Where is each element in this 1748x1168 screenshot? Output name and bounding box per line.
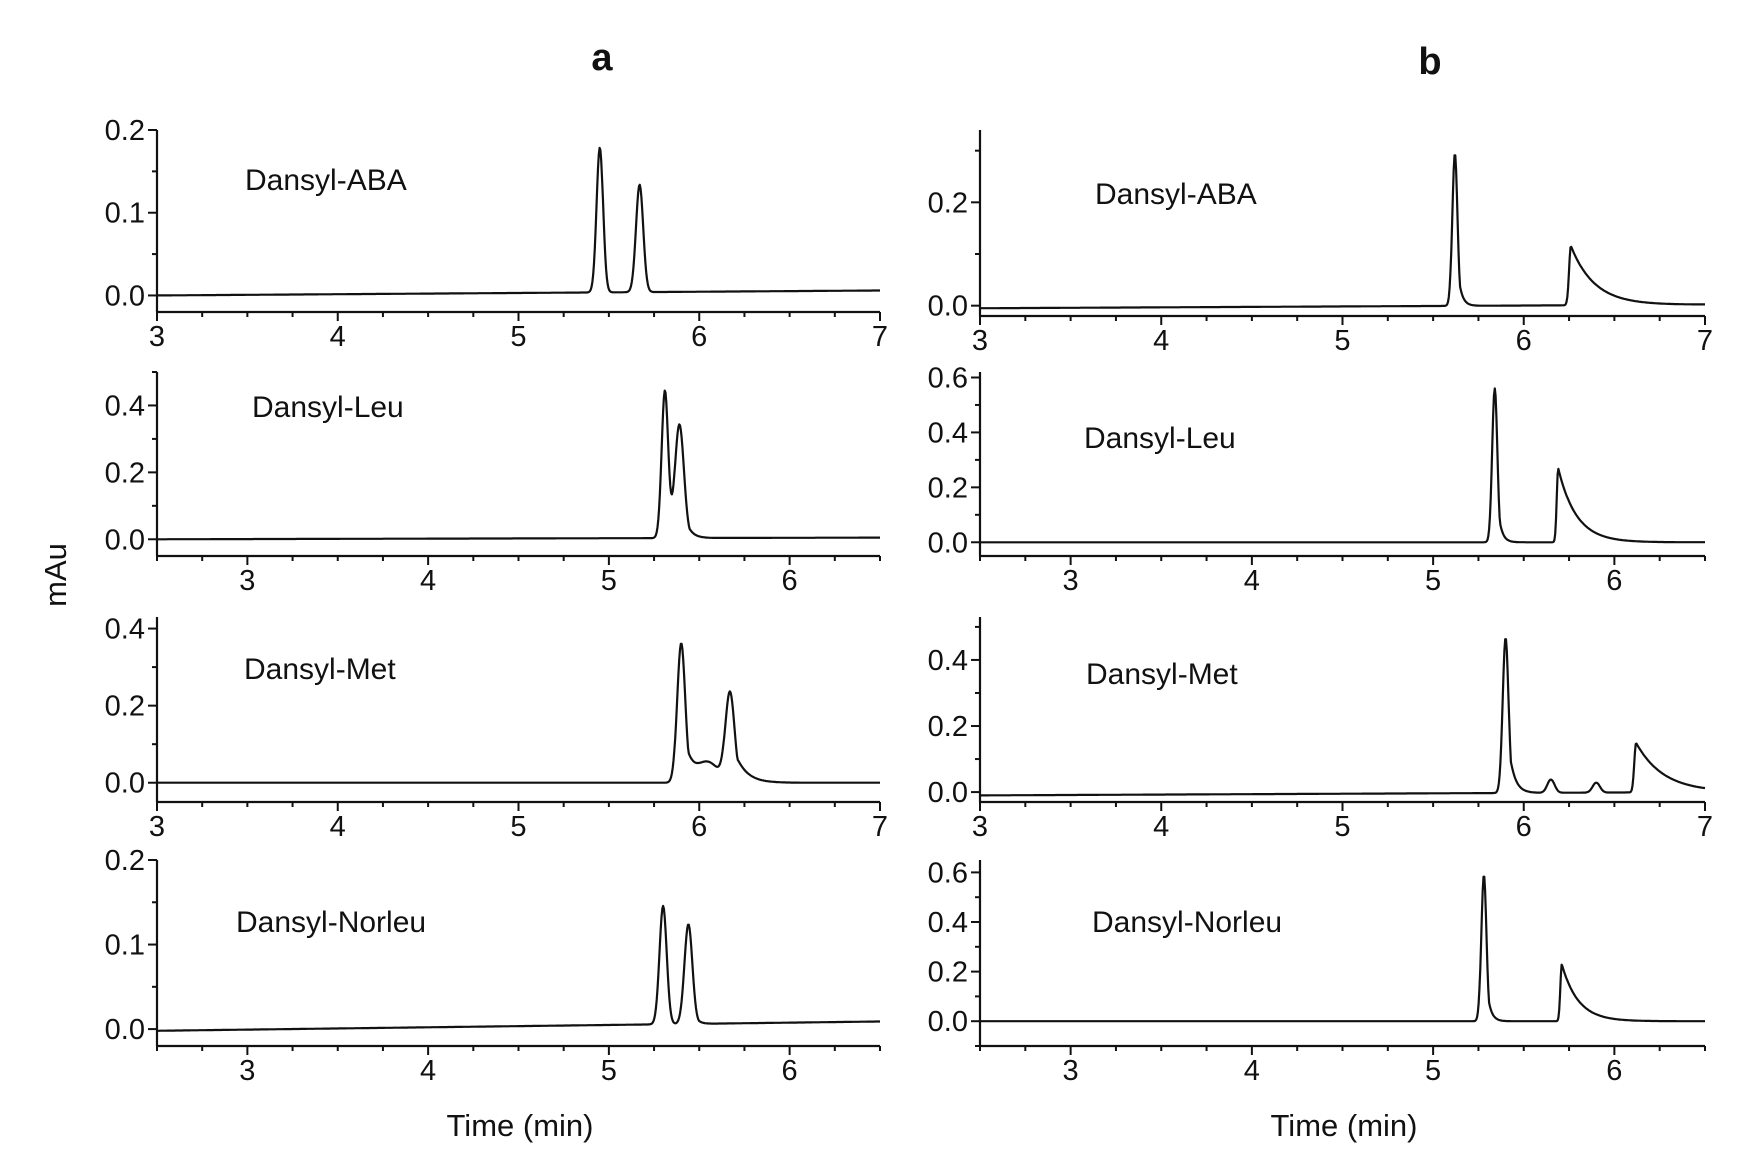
x-tick-label: 5	[510, 811, 526, 843]
x-tick-label: 6	[1606, 1055, 1622, 1087]
x-tick-label: 3	[239, 565, 255, 597]
x-tick-label: 6	[782, 1055, 798, 1087]
chart-panel-b-leu: 3 4 5 6 0.0 0.2 0.4 0.6 Dansyl-Leu	[928, 362, 1706, 597]
x-axis-title-b: Time (min)	[1271, 1108, 1418, 1143]
y-tick-label: 0.2	[105, 845, 145, 877]
chromatogram-trace	[156, 389, 881, 541]
x-tick-label: 4	[420, 1055, 436, 1087]
x-tick-label: 4	[420, 565, 436, 597]
chromatogram-trace	[156, 642, 881, 784]
x-tick-label: 4	[1244, 1055, 1260, 1087]
series-label: Dansyl-Leu	[1084, 422, 1236, 455]
y-tick-label: 0.2	[928, 957, 968, 989]
y-tick-label: 0.0	[105, 524, 145, 556]
x-tick-label: 5	[1334, 325, 1350, 357]
chromatogram-trace	[979, 875, 1706, 1023]
series-label: Dansyl-Met	[244, 653, 396, 686]
x-tick-label: 4	[1153, 325, 1169, 357]
chromatogram-trace	[979, 154, 1706, 310]
y-tick-label: 0.2	[928, 187, 968, 219]
chromatogram-trace	[979, 638, 1706, 797]
x-tick-label: 5	[1334, 811, 1350, 843]
y-tick-label: 0.2	[928, 472, 968, 504]
chart-panel-b-aba: 3 4 5 6 7 0.0 0.2 Dansyl-ABA	[928, 130, 1713, 357]
x-tick-label: 6	[691, 811, 707, 843]
x-tick-label: 4	[1153, 811, 1169, 843]
y-tick-label: 0.0	[105, 768, 145, 800]
y-tick-label: 0.4	[928, 417, 968, 449]
y-axis-title: mAu	[38, 543, 73, 607]
panel-title-a: a	[591, 37, 613, 79]
series-label: Dansyl-ABA	[245, 164, 407, 197]
chromatogram-trace	[156, 904, 881, 1032]
y-tick-label: 0.0	[928, 1006, 968, 1038]
x-tick-label: 3	[972, 325, 988, 357]
y-tick-label: 0.4	[928, 645, 968, 677]
x-tick-label: 7	[1697, 325, 1713, 357]
y-tick-label: 0.4	[928, 907, 968, 939]
x-tick-label: 5	[601, 1055, 617, 1087]
series-label: Dansyl-Met	[1086, 658, 1238, 691]
chart-panel-a-met: 3 4 5 6 7 0.0 0.2 0.4 Dansyl-Met	[105, 614, 888, 843]
y-tick-label: 0.0	[105, 1014, 145, 1046]
x-tick-label: 3	[972, 811, 988, 843]
series-label: Dansyl-Norleu	[236, 906, 426, 939]
chart-panel-a-leu: 3 4 5 6 0.0 0.2 0.4 Dansyl-Leu	[105, 371, 881, 597]
series-label: Dansyl-Norleu	[1092, 906, 1282, 939]
chromatogram-trace	[156, 146, 881, 297]
x-tick-label: 5	[510, 321, 526, 353]
y-tick-label: 0.6	[928, 362, 968, 394]
y-tick-label: 0.1	[105, 930, 145, 962]
x-tick-label: 4	[330, 811, 346, 843]
y-tick-label: 0.0	[928, 527, 968, 559]
x-tick-label: 7	[872, 321, 888, 353]
x-tick-label: 5	[1425, 565, 1441, 597]
y-tick-label: 0.0	[928, 291, 968, 323]
x-tick-label: 6	[691, 321, 707, 353]
y-tick-label: 0.0	[928, 777, 968, 809]
chart-panel-b-met: 3 4 5 6 7 0.0 0.2 0.4 Dansyl-Met	[928, 617, 1713, 843]
x-tick-label: 3	[1063, 565, 1079, 597]
y-tick-label: 0.0	[105, 280, 145, 312]
chart-panel-a-norleu: 3 4 5 6 0.0 0.1 0.2 Dansyl-Norleu	[105, 845, 881, 1087]
x-tick-label: 3	[1063, 1055, 1079, 1087]
x-tick-label: 5	[1425, 1055, 1441, 1087]
series-label: Dansyl-ABA	[1095, 178, 1257, 211]
panel-title-b: b	[1418, 41, 1441, 83]
x-tick-label: 4	[1244, 565, 1260, 597]
x-tick-label: 3	[239, 1055, 255, 1087]
x-tick-label: 3	[149, 811, 165, 843]
x-tick-label: 6	[1516, 325, 1532, 357]
x-tick-label: 5	[601, 565, 617, 597]
x-tick-label: 4	[330, 321, 346, 353]
chart-panels: 3 4 5 6 7 0.0 0.1 0.2 Dansyl-ABA 3 4 5 6 0.0 0.2 0.4 Dan…	[105, 115, 1713, 1087]
chromatogram-trace	[979, 387, 1706, 544]
x-tick-label: 6	[1516, 811, 1532, 843]
y-tick-label: 0.2	[105, 691, 145, 723]
y-tick-label: 0.2	[105, 115, 145, 147]
x-axis-title-a: Time (min)	[447, 1108, 594, 1143]
y-tick-label: 0.1	[105, 198, 145, 230]
x-tick-label: 6	[782, 565, 798, 597]
y-tick-label: 0.6	[928, 857, 968, 889]
x-tick-label: 7	[1697, 811, 1713, 843]
series-label: Dansyl-Leu	[252, 391, 404, 424]
y-tick-label: 0.4	[105, 390, 145, 422]
chart-panel-a-aba: 3 4 5 6 7 0.0 0.1 0.2 Dansyl-ABA	[105, 115, 888, 353]
y-tick-label: 0.2	[105, 457, 145, 489]
x-tick-label: 6	[1606, 565, 1622, 597]
y-tick-label: 0.4	[105, 614, 145, 646]
x-tick-label: 3	[149, 321, 165, 353]
x-tick-label: 7	[872, 811, 888, 843]
y-tick-label: 0.2	[928, 711, 968, 743]
chart-panel-b-norleu: 3 4 5 6 0.0 0.2 0.4 0.6 Dansyl-Norleu	[928, 857, 1706, 1087]
